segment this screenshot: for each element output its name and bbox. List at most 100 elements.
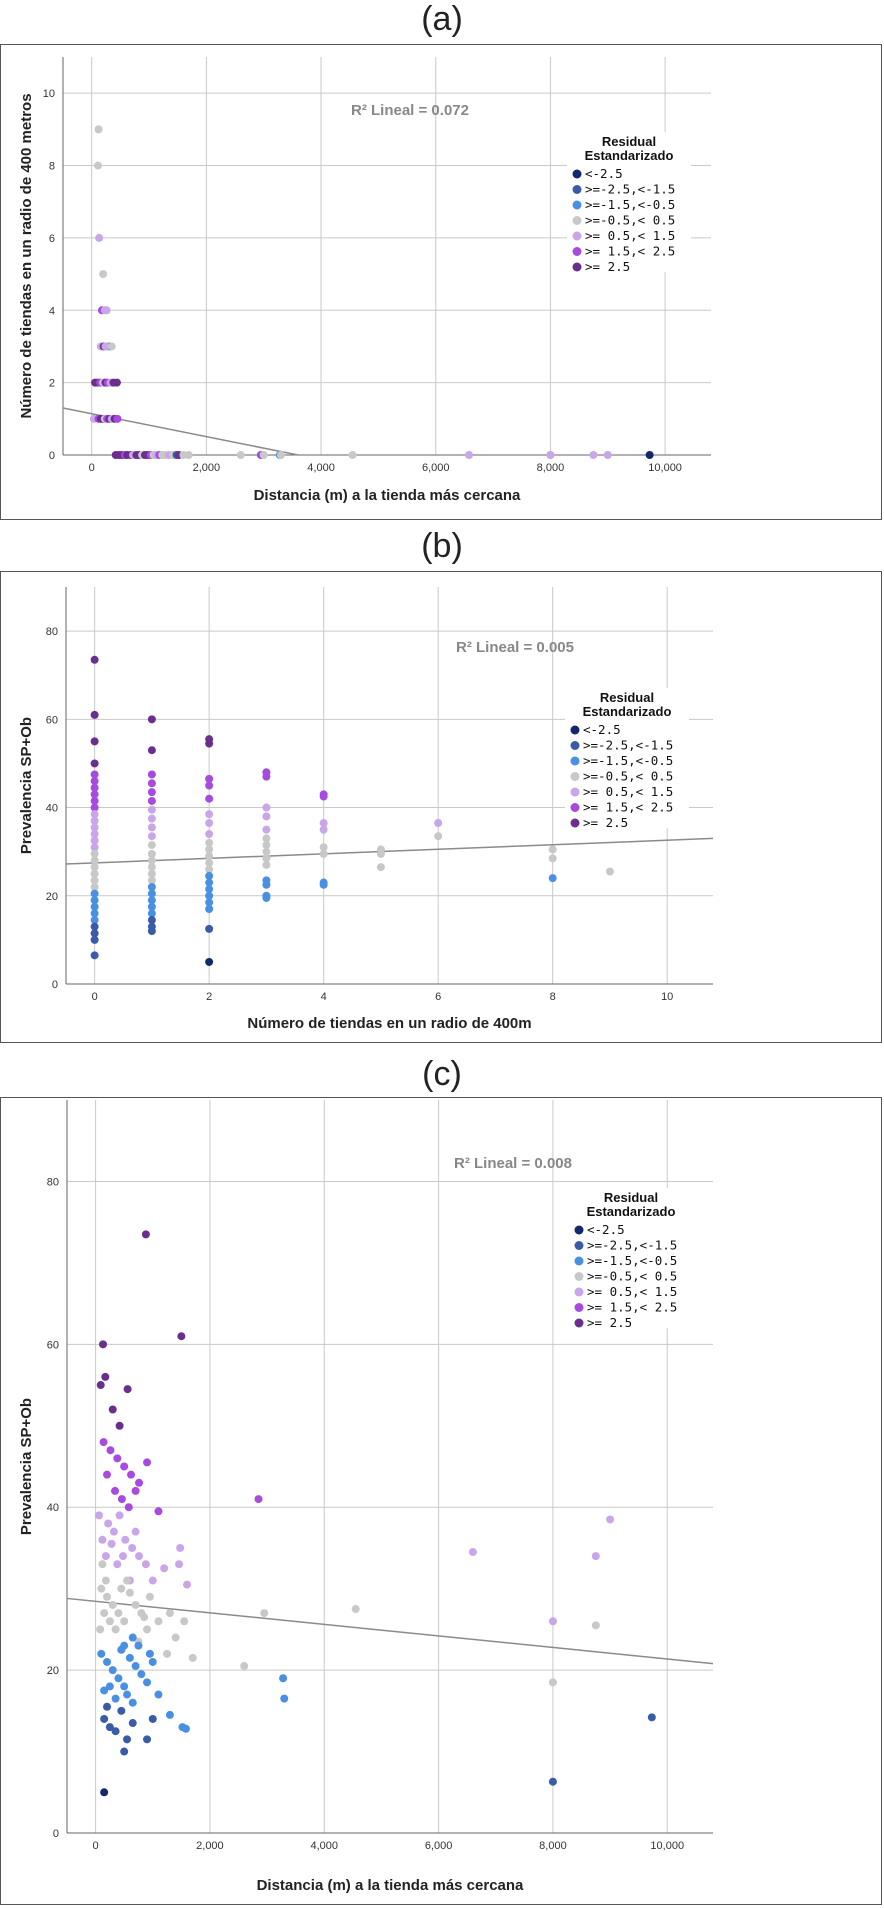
y-tick-label: 0 [53,1828,59,1840]
data-point [548,1777,557,1786]
legend-item-label: >= 0.5,< 1.5 [583,784,673,799]
data-point [319,825,328,834]
y-tick-label: 40 [46,803,58,815]
data-point [105,1723,114,1732]
data-point [147,863,156,872]
data-point [102,306,111,315]
legend-title: Estandarizado [587,1204,676,1219]
data-point [123,1385,132,1394]
legend-item-label: >=-2.5,<-1.5 [587,1238,677,1253]
data-point [103,1470,112,1479]
data-point [105,1617,114,1626]
data-point [176,1543,185,1552]
data-point [90,916,99,925]
data-point [147,856,156,865]
data-point [90,655,99,664]
legend-item-label: <-2.5 [587,1222,625,1237]
panel-label-a: (a) [421,0,463,38]
y-tick-label: 60 [47,1339,59,1351]
data-point [262,847,271,856]
data-point [147,814,156,823]
data-point [145,1649,154,1658]
data-point [147,896,156,905]
data-point [205,794,214,803]
legend-marker [574,1287,584,1297]
legend-item-label: >=-2.5,<-1.5 [585,182,675,197]
data-point [548,874,557,883]
legend-item-label: >=-0.5,< 0.5 [583,769,673,784]
legend-marker [574,1225,584,1235]
data-point [113,1560,122,1569]
data-point [205,830,214,839]
data-point [90,823,99,832]
y-axis-title: Número de tiendas en un radio de 400 met… [18,93,35,418]
data-point [97,1584,106,1593]
data-point [468,1548,477,1557]
y-tick-label: 40 [47,1502,59,1514]
data-point [591,1621,600,1630]
data-point [205,865,214,874]
data-point [262,834,271,843]
data-point [262,803,271,812]
data-point [96,1625,105,1634]
data-point [205,781,214,790]
y-tick-label: 80 [46,626,58,638]
data-point [236,451,245,459]
x-tick-label: 8,000 [537,462,565,474]
data-point [128,1698,137,1707]
legend-item-label: >=-0.5,< 0.5 [585,213,675,228]
data-point [262,860,271,869]
legend-item-label: >= 1.5,< 2.5 [583,800,673,815]
x-tick-label: 0 [89,462,95,474]
data-point [180,1617,189,1626]
legend-marker [570,725,580,735]
data-point [548,854,557,863]
data-point [101,1576,110,1585]
legend-item-label: >= 1.5,< 2.5 [585,244,675,259]
data-point [117,1584,126,1593]
data-point [117,1706,126,1715]
x-tick-label: 8 [550,991,556,1003]
data-point [90,876,99,885]
data-point [188,1653,197,1662]
data-point [262,854,271,863]
legend-marker [574,1256,584,1266]
data-point [90,770,99,779]
legend-marker [574,1241,584,1250]
y-axis-title: Prevalencia SP+Ob [18,1398,35,1535]
data-point [90,777,99,786]
data-point [548,1678,557,1687]
data-point [90,759,99,768]
data-point [90,882,99,891]
legend-marker [570,803,580,812]
data-point [205,774,214,783]
data-point [181,1724,190,1733]
data-point [319,818,328,827]
data-point [548,845,557,854]
legend-marker [572,216,582,225]
data-point [147,927,156,936]
data-point [111,1694,120,1703]
data-point [135,1552,144,1561]
data-point [147,715,156,724]
legend-marker [572,169,582,179]
x-tick-label: 4,000 [307,462,335,474]
legend: ResidualEstandarizado<-2.5>=-2.5,<-1.5>=… [567,132,691,274]
chart-frame-a: 0 2,000 4,000 6,000 8,000 10,000 0 2 4 6 8 10 Distan… [0,44,882,520]
data-point [603,451,612,459]
data-point [254,1495,263,1504]
data-point [115,1511,124,1520]
chart-frame-b: 0 2 4 6 8 10 0 20 40 60 80 Número de tiendas en un … [0,571,882,1043]
legend-item-label: >= 0.5,< 1.5 [585,228,675,243]
legend-item-label: >= 0.5,< 1.5 [587,1284,677,1299]
data-point [127,1470,136,1479]
data-point [90,935,99,944]
data-point [137,1670,146,1679]
y-tick-label: 6 [49,233,55,245]
data-point [645,451,654,459]
legend-marker [574,1303,584,1312]
data-point [131,1486,140,1495]
legend-item-label: >=-1.5,<-0.5 [587,1253,677,1268]
data-point [259,451,268,459]
data-point [589,451,598,459]
